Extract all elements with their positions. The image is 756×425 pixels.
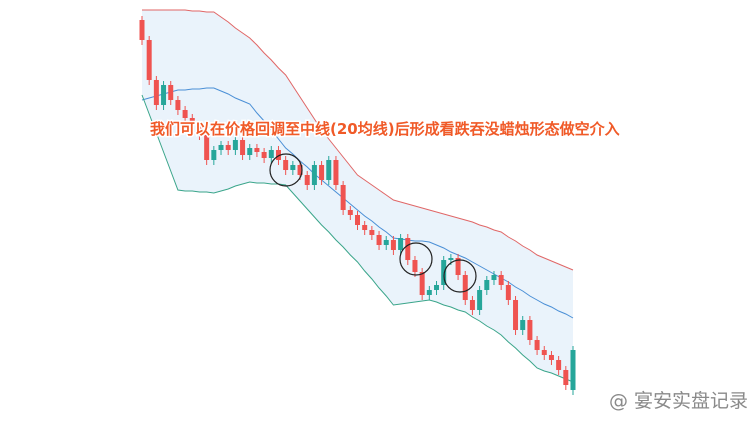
highlight-circle	[269, 153, 303, 187]
candle-body	[491, 275, 497, 280]
candle-body	[311, 165, 317, 185]
candle-body	[362, 225, 368, 230]
candle-body	[240, 140, 246, 155]
candle-body	[232, 140, 238, 150]
candle-body	[204, 135, 210, 160]
candle-body	[161, 85, 167, 105]
candle-body	[153, 80, 159, 105]
candle-body	[505, 285, 511, 300]
candle-body	[419, 272, 425, 295]
candle-body	[390, 240, 396, 250]
candle-body	[498, 275, 504, 285]
candle-body	[556, 360, 562, 370]
candle-body	[168, 85, 174, 100]
candle-body	[333, 160, 339, 185]
candle-body	[534, 340, 540, 350]
candle-body	[275, 150, 281, 160]
candle-body	[297, 165, 303, 175]
candle-body	[283, 160, 289, 170]
candle-body	[355, 215, 360, 225]
candle-body	[225, 145, 231, 150]
candle-body	[448, 258, 454, 260]
candle-body	[146, 40, 152, 80]
candle-body	[326, 160, 332, 180]
plot	[139, 9, 576, 395]
highlight-circle	[443, 259, 477, 293]
candle-body	[347, 210, 353, 215]
candle-body	[548, 355, 554, 360]
candle-body	[405, 238, 411, 260]
candle-body	[455, 258, 461, 275]
candle-body	[412, 260, 418, 272]
band-fill	[142, 10, 573, 382]
candle-body	[434, 285, 440, 290]
candle-body	[247, 148, 253, 155]
candle-body	[383, 240, 389, 245]
candle-body	[469, 300, 475, 310]
candle-body	[570, 350, 576, 390]
candle-body	[462, 275, 468, 300]
candle-body	[319, 165, 325, 180]
candle-body	[268, 150, 274, 158]
highlight-circle	[399, 242, 433, 276]
candle-body	[398, 238, 404, 250]
candle-body	[426, 290, 432, 295]
candle-body	[196, 125, 202, 135]
candle-body	[441, 260, 447, 285]
candle-body	[369, 230, 375, 235]
candle-body	[182, 110, 188, 118]
candle-body	[304, 175, 310, 185]
candle-body	[254, 148, 260, 152]
lower-band	[141, 94, 574, 383]
candle-body	[520, 320, 526, 330]
candle-body	[527, 320, 533, 340]
watermark: @ 宴安实盘记录	[609, 389, 748, 412]
candle-body	[376, 235, 382, 245]
candle-body	[261, 152, 267, 158]
candle-body	[484, 280, 490, 290]
candle-body	[218, 145, 224, 150]
candle-body	[563, 370, 569, 385]
candle-body	[513, 300, 519, 330]
candle-body	[477, 290, 483, 310]
candle-body	[175, 100, 181, 110]
candle-body	[340, 185, 346, 210]
candle-body	[290, 165, 296, 170]
annotation: 我们可以在价格回调至中线(20均线)后形成看跌吞没蜡烛形态做空介入	[150, 120, 620, 138]
candle-body	[139, 20, 145, 40]
candle-body	[189, 118, 195, 125]
upper-band	[142, 9, 574, 271]
candle-body	[541, 350, 547, 355]
candle-body	[211, 150, 217, 160]
